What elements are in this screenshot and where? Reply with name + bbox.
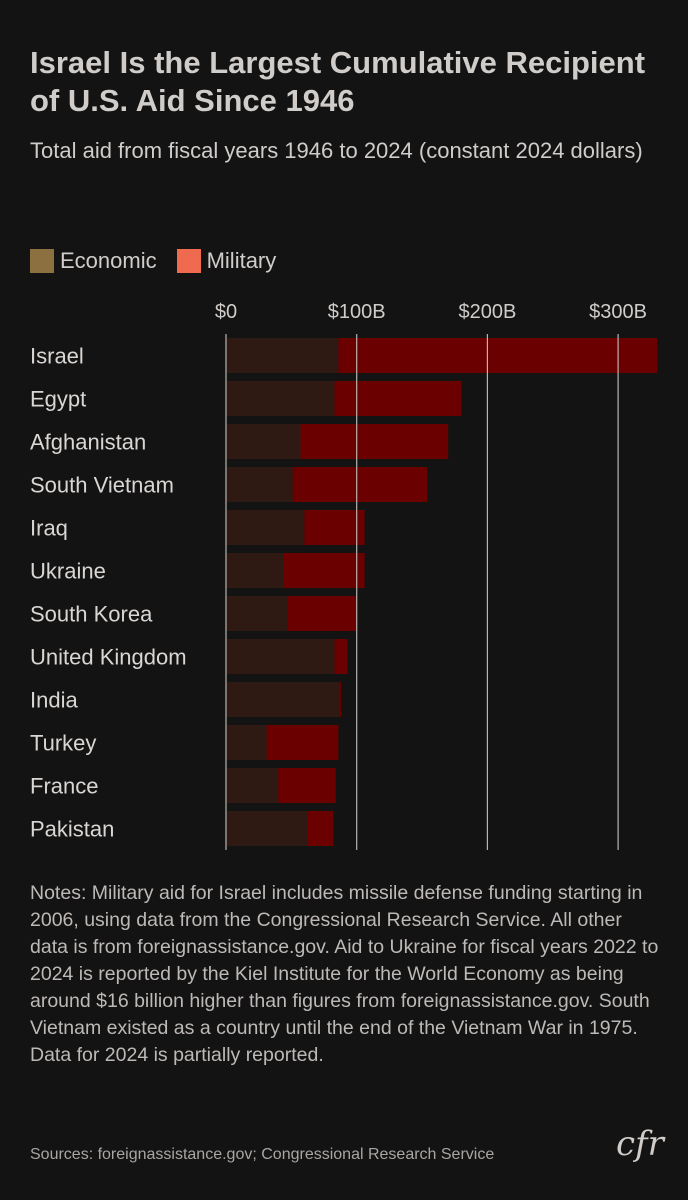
bar-military-turkey <box>266 725 339 760</box>
bar-economic-south-korea <box>226 596 288 631</box>
bar-military-egypt <box>334 381 462 416</box>
chart-sources: Sources: foreignassistance.gov; Congress… <box>30 1146 495 1163</box>
bar-economic-india <box>226 682 340 717</box>
chart-subtitle: Total aid from fiscal years 1946 to 2024… <box>30 138 643 163</box>
legend-item-economic: Economic <box>30 248 157 274</box>
category-label: India <box>30 688 78 713</box>
bar-economic-afghanistan <box>226 424 301 459</box>
bar-military-iraq <box>304 510 365 545</box>
bar-military-united-kingdom <box>334 639 348 674</box>
cfr-logo: cfr <box>616 1124 664 1164</box>
bar-chart: Israel Egypt Afghanistan South Vietnam Iraq U… <box>30 301 658 850</box>
bar-military-france <box>278 768 336 803</box>
category-label: United Kingdom <box>30 645 187 670</box>
category-label: South Vietnam <box>30 473 174 498</box>
category-label: Afghanistan <box>30 430 146 455</box>
legend-label-economic: Economic <box>60 248 157 273</box>
bar-economic-israel <box>226 338 339 373</box>
chart-notes: Notes: Military aid for Israel includes … <box>30 882 659 1066</box>
legend-swatch-military <box>176 249 201 273</box>
legend: Economic Military <box>30 248 296 274</box>
bar-military-south-korea <box>287 596 357 631</box>
bar-economic-iraq <box>226 510 305 545</box>
category-label: Iraq <box>30 516 68 541</box>
category-label: Egypt <box>30 387 86 412</box>
bar-military-afghanistan <box>300 424 449 459</box>
legend-item-military: Military <box>176 248 277 274</box>
x-tick-label: $100B <box>328 301 386 323</box>
x-tick-label: $0 <box>215 301 237 323</box>
bar-economic-france <box>226 768 279 803</box>
category-label: South Korea <box>30 602 153 627</box>
bar-military-israel <box>338 338 658 373</box>
category-label: Turkey <box>30 731 96 756</box>
legend-label-military: Military <box>206 248 277 273</box>
bar-economic-turkey <box>226 725 267 760</box>
bar-military-pakistan <box>307 811 334 846</box>
bar-economic-united-kingdom <box>226 639 335 674</box>
bar-military-ukraine <box>283 553 365 588</box>
x-tick-label: $300B <box>589 301 647 323</box>
bar-economic-pakistan <box>226 811 308 846</box>
bar-military-india <box>339 682 342 717</box>
category-label: Ukraine <box>30 559 106 584</box>
bar-economic-south-vietnam <box>226 467 293 502</box>
bar-economic-ukraine <box>226 553 284 588</box>
bar-military-south-vietnam <box>292 467 428 502</box>
chart-title: Israel Is the Largest Cumulative Recipie… <box>30 45 646 118</box>
bar-economic-egypt <box>226 381 335 416</box>
category-label: Pakistan <box>30 817 114 842</box>
legend-swatch-economic <box>30 249 54 273</box>
x-tick-label: $200B <box>458 301 516 323</box>
category-label: France <box>30 774 98 799</box>
category-label: Israel <box>30 344 84 369</box>
